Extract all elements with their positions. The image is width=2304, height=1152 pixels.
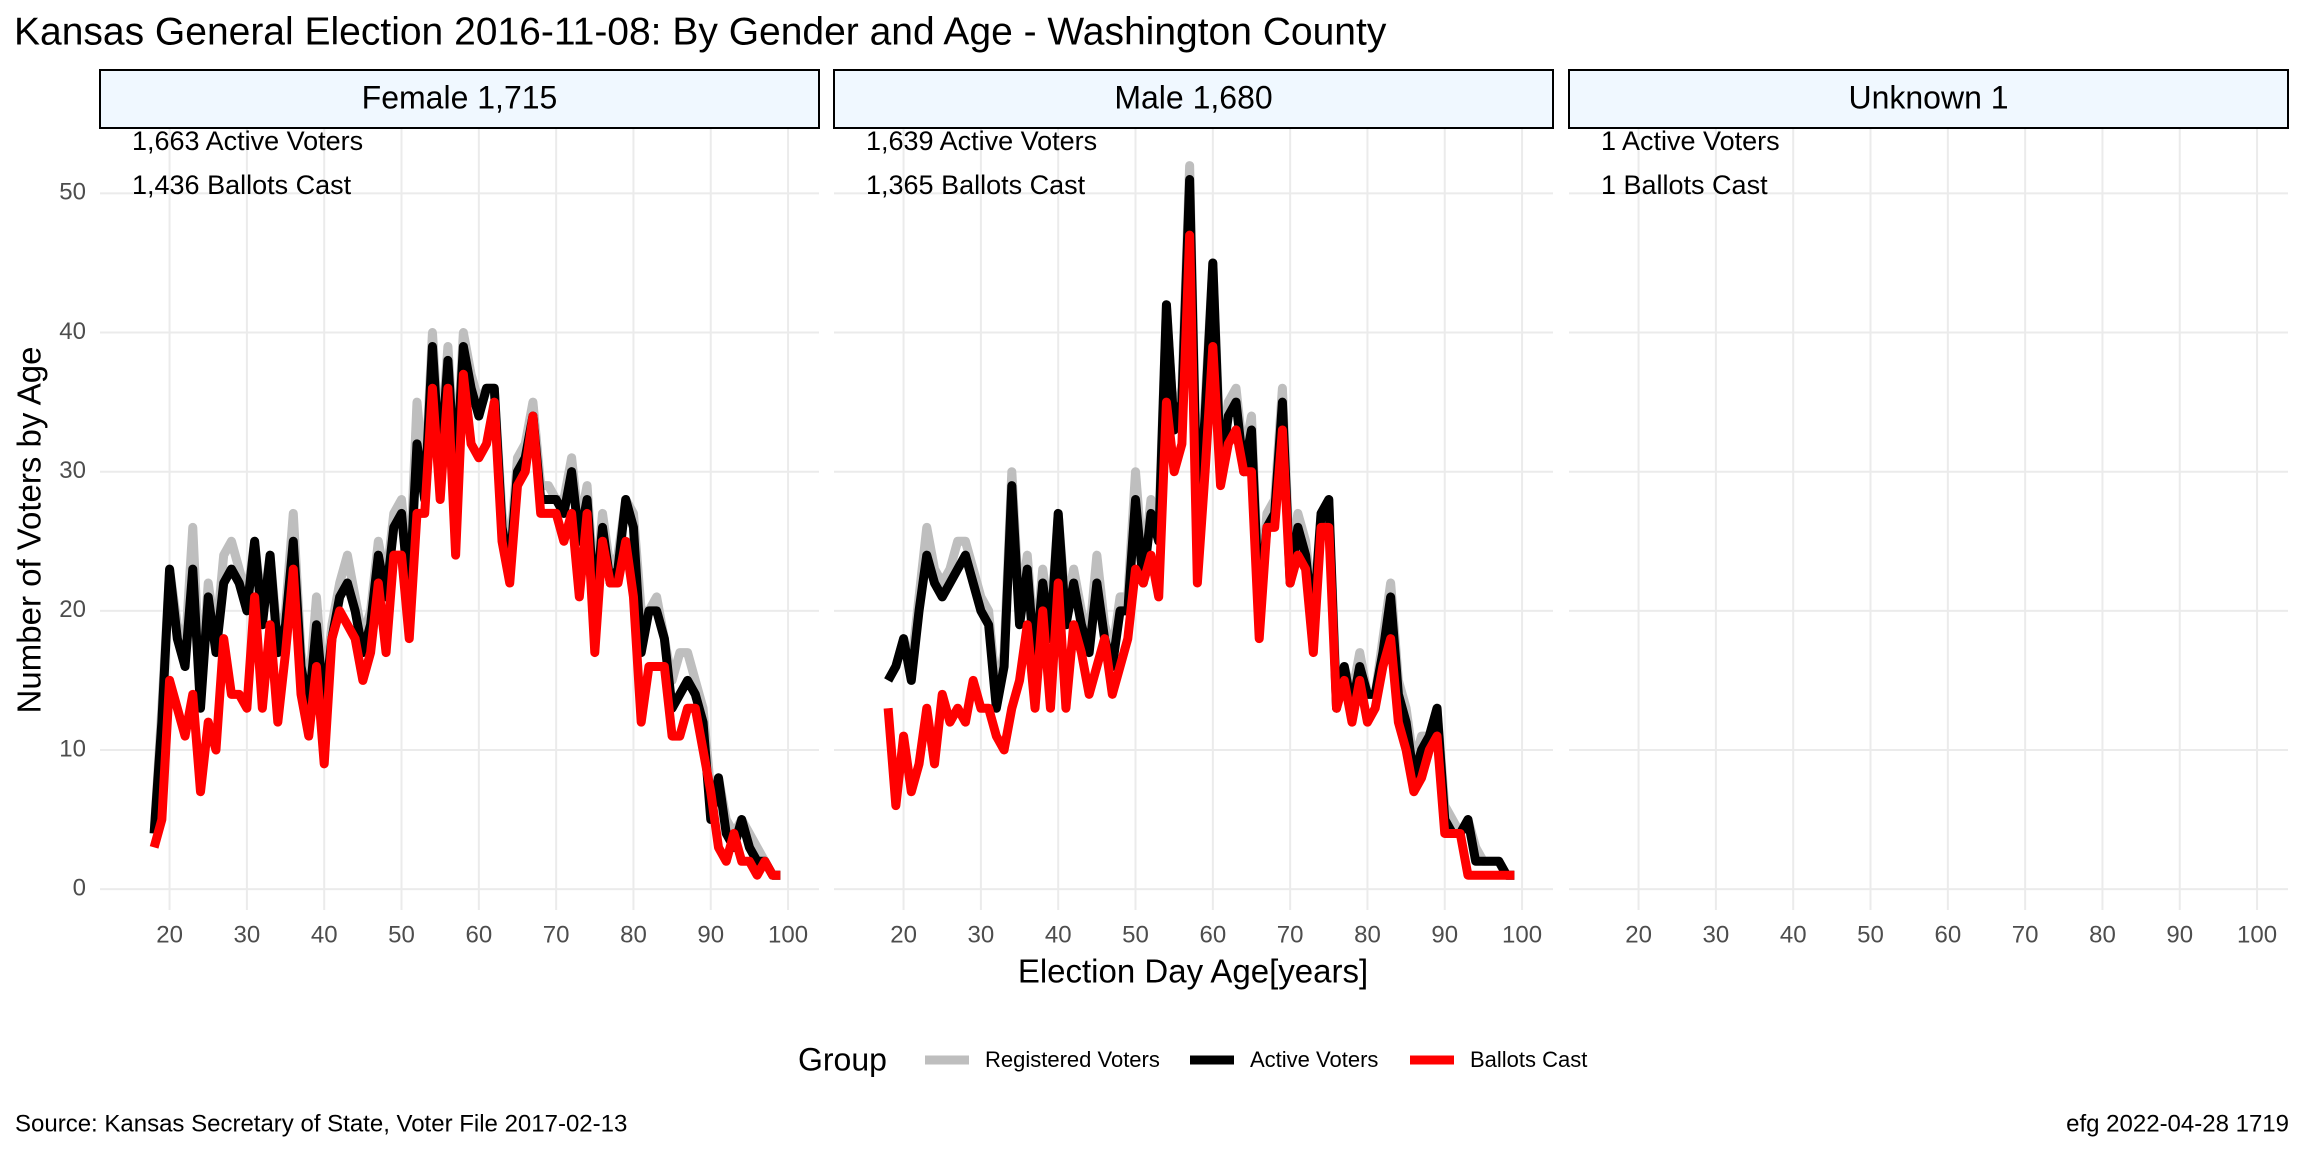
y-axis-title: Number of Voters by Age <box>11 347 48 714</box>
annotation: 1 Active Voters <box>1601 126 1780 156</box>
x-tick-label: 90 <box>697 921 724 948</box>
x-tick-label: 60 <box>1199 921 1226 948</box>
y-tick-label: 0 <box>73 874 86 901</box>
series-line <box>149 341 781 880</box>
x-tick-label: 50 <box>1857 921 1884 948</box>
y-tick-label: 40 <box>59 318 86 345</box>
x-tick-label: 100 <box>1502 921 1542 948</box>
strip <box>833 69 1554 129</box>
y-tick-label: 10 <box>59 735 86 762</box>
y-tick-label: 30 <box>59 457 86 484</box>
x-axis-title: Election Day Age[years] <box>1018 953 1368 990</box>
x-tick-label: 70 <box>2012 921 2039 948</box>
x-tick-label: 20 <box>890 921 917 948</box>
x-tick-label: 20 <box>1625 921 1652 948</box>
x-tick-label: 80 <box>1354 921 1381 948</box>
x-tick-label: 100 <box>2237 921 2277 948</box>
x-tick-label: 80 <box>2089 921 2116 948</box>
annotation: 1,663 Active Voters <box>132 126 363 156</box>
annotation: 1,639 Active Voters <box>866 126 1097 156</box>
x-tick-label: 20 <box>156 921 183 948</box>
x-tick-label: 100 <box>768 921 808 948</box>
annotation: 1,436 Ballots Cast <box>132 170 352 200</box>
x-tick-label: 90 <box>1431 921 1458 948</box>
panel: 20 30 40 50 60 70 80 90 100 Unknown 1 1 Active Vot… <box>1568 69 2289 948</box>
x-tick-label: 30 <box>234 921 261 948</box>
x-tick-label: 50 <box>388 921 415 948</box>
legend-label: Ballots Cast <box>1470 1047 1587 1072</box>
panel: 20 30 40 50 60 70 80 90 100 Male 1,680 1,639 Activ… <box>833 69 1554 948</box>
x-tick-label: 30 <box>968 921 995 948</box>
x-tick-label: 40 <box>1780 921 1807 948</box>
x-tick-label: 70 <box>543 921 570 948</box>
x-tick-label: 80 <box>620 921 647 948</box>
y-tick-label: 20 <box>59 596 86 623</box>
series-line <box>883 230 1515 880</box>
x-tick-label: 40 <box>1045 921 1072 948</box>
legend-title: Group <box>798 1041 887 1077</box>
annotation: 1 Ballots Cast <box>1601 170 1768 200</box>
strip <box>1568 69 2289 129</box>
strip-label: Unknown 1 <box>1848 79 2008 115</box>
credit: efg 2022-04-28 1719 <box>2066 1110 2289 1137</box>
x-tick-label: 30 <box>1703 921 1730 948</box>
x-tick-label: 90 <box>2166 921 2193 948</box>
x-tick-label: 40 <box>311 921 338 948</box>
annotation: 1,365 Ballots Cast <box>866 170 1086 200</box>
x-tick-label: 60 <box>1934 921 1961 948</box>
panel: 20 30 40 50 60 70 80 90 100 0 10 20 30 40 50 Female 1,7… <box>59 69 820 948</box>
legend-label: Active Voters <box>1250 1047 1378 1072</box>
series-line <box>149 369 781 880</box>
strip-label: Female 1,715 <box>362 79 558 115</box>
legend-label: Registered Voters <box>985 1047 1160 1072</box>
x-tick-label: 50 <box>1122 921 1149 948</box>
chart-title: Kansas General Election 2016-11-08: By G… <box>14 10 1387 53</box>
strip <box>99 69 820 129</box>
x-tick-label: 60 <box>465 921 492 948</box>
x-tick-label: 70 <box>1277 921 1304 948</box>
y-tick-label: 50 <box>59 179 86 206</box>
caption: Source: Kansas Secretary of State, Voter… <box>15 1110 627 1137</box>
strip-label: Male 1,680 <box>1114 79 1272 115</box>
